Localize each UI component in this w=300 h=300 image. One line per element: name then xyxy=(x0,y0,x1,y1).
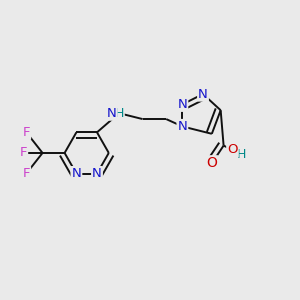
Text: N: N xyxy=(178,120,187,133)
Text: N: N xyxy=(198,88,208,100)
Text: N: N xyxy=(71,167,81,180)
Text: F: F xyxy=(22,167,30,180)
Text: N: N xyxy=(178,98,187,111)
Text: H: H xyxy=(237,148,246,161)
Text: O: O xyxy=(227,143,238,157)
Text: F: F xyxy=(20,146,27,159)
Text: N: N xyxy=(107,107,117,120)
Text: O: O xyxy=(206,156,217,170)
Text: N: N xyxy=(92,167,102,180)
Text: F: F xyxy=(22,126,30,139)
Text: H: H xyxy=(114,107,124,120)
